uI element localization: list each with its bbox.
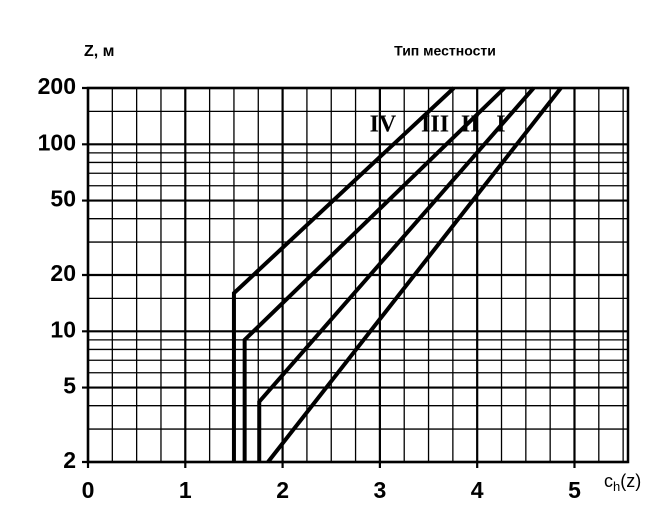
y-tick-label: 200 xyxy=(38,73,76,99)
x-tick-label: 1 xyxy=(179,477,192,503)
series-line xyxy=(242,86,506,462)
x-axis-label: ch(z) xyxy=(604,471,641,495)
series-line xyxy=(266,86,563,464)
y-tick-label: 5 xyxy=(63,373,76,399)
series-label: I xyxy=(496,112,505,138)
chart-title: Тип местности xyxy=(394,43,496,59)
x-axis-label-rest: (z) xyxy=(620,471,641,491)
x-axis-label-sub: h xyxy=(613,479,620,494)
series-label: II xyxy=(461,112,480,138)
series-line xyxy=(257,86,536,462)
x-axis-label-base: c xyxy=(604,471,613,491)
x-tick-label: 4 xyxy=(471,477,484,503)
series-label: IV xyxy=(370,112,397,138)
x-tick-label: 0 xyxy=(82,477,95,503)
series-line xyxy=(231,86,456,462)
y-tick-label: 2 xyxy=(63,447,76,473)
y-tick-label: 10 xyxy=(50,316,76,342)
x-tick-label: 2 xyxy=(276,477,289,503)
y-tick-label: 100 xyxy=(38,129,76,155)
y-tick-label: 20 xyxy=(50,260,76,286)
series-label: III xyxy=(421,112,449,138)
x-tick-label: 3 xyxy=(373,477,386,503)
plot-frame xyxy=(86,86,630,464)
y-tick-label: 50 xyxy=(50,186,76,212)
x-tick-label: 5 xyxy=(568,477,581,503)
y-axis-label: Z, м xyxy=(84,43,115,60)
